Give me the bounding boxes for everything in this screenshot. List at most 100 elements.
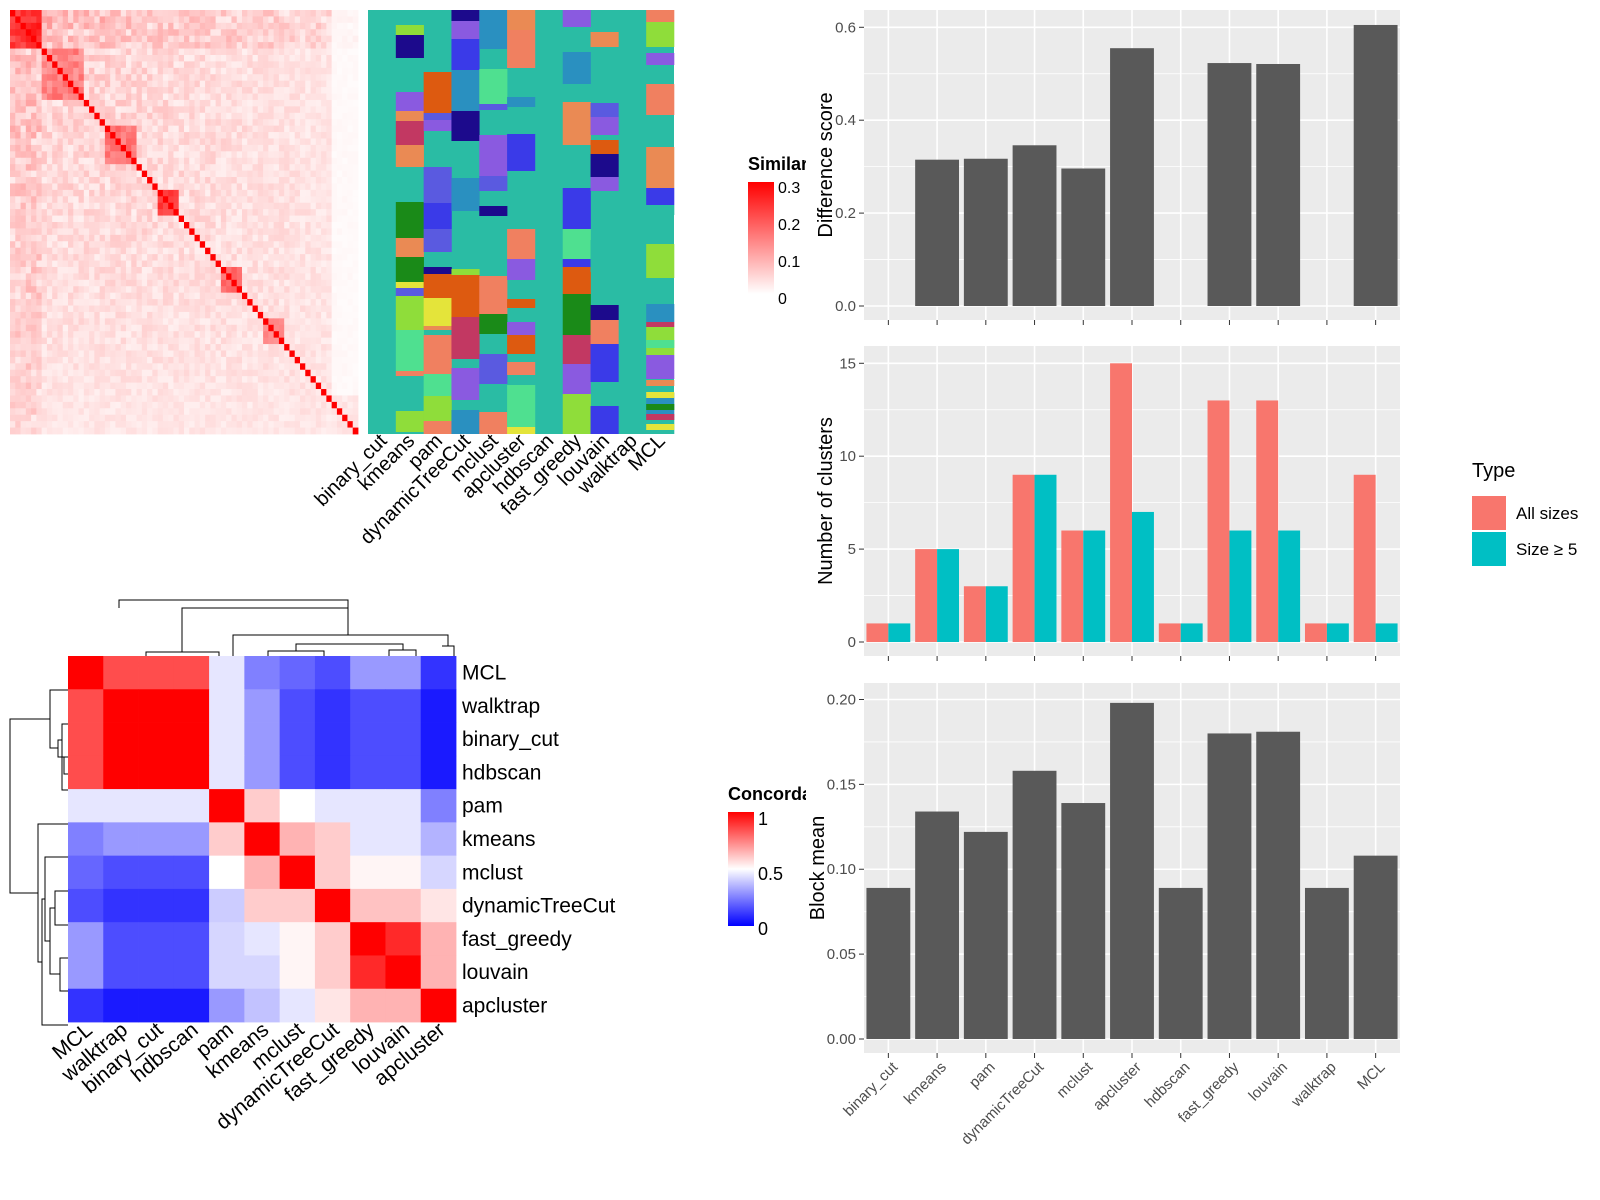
similarity-cell bbox=[131, 382, 137, 390]
similarity-cell bbox=[352, 395, 359, 403]
similarity-cell bbox=[15, 401, 21, 409]
similarity-cell bbox=[162, 80, 169, 88]
similarity-cell bbox=[294, 363, 301, 371]
similarity-cell bbox=[78, 356, 85, 364]
similarity-cell bbox=[252, 222, 259, 229]
similarity-cell bbox=[99, 299, 106, 306]
similarity-cell bbox=[157, 414, 164, 422]
similarity-cell bbox=[173, 106, 180, 114]
similarity-cell bbox=[284, 286, 290, 294]
similarity-cell bbox=[300, 369, 306, 377]
similarity-cell bbox=[273, 421, 280, 428]
similarity-cell bbox=[31, 42, 37, 49]
similarity-cell bbox=[278, 157, 285, 165]
similarity-cell bbox=[31, 247, 37, 255]
similarity-cell bbox=[83, 16, 90, 24]
similarity-cell bbox=[141, 144, 148, 152]
similarity-cell bbox=[62, 324, 69, 332]
similarity-cell bbox=[220, 318, 227, 326]
bar-size-ge-5 bbox=[1229, 530, 1252, 642]
similarity-cell bbox=[205, 157, 211, 165]
similarity-cell bbox=[331, 99, 338, 107]
similarity-cell bbox=[168, 183, 174, 191]
similarity-cell bbox=[36, 247, 43, 255]
similarity-cell bbox=[331, 414, 338, 422]
similarity-cell bbox=[236, 164, 243, 171]
similarity-cell bbox=[168, 35, 174, 43]
similarity-cell bbox=[20, 363, 27, 371]
similarity-cell bbox=[342, 382, 348, 390]
similarity-cell bbox=[141, 112, 148, 120]
similarity-cell bbox=[205, 196, 211, 204]
similarity-cell bbox=[162, 144, 169, 152]
similarity-cell bbox=[36, 324, 43, 332]
similarity-cell bbox=[189, 144, 195, 152]
concordance-tick: 0 bbox=[758, 919, 768, 939]
similarity-cell bbox=[126, 177, 132, 184]
similarity-cell bbox=[220, 209, 227, 216]
similarity-cell bbox=[46, 234, 53, 242]
similarity-cell bbox=[94, 401, 101, 409]
similarity-cell bbox=[352, 292, 359, 300]
cluster-segment bbox=[562, 294, 591, 335]
similarity-cell bbox=[131, 119, 137, 127]
similarity-cell bbox=[94, 299, 101, 306]
similarity-cell bbox=[342, 151, 348, 159]
similarity-cell bbox=[104, 408, 111, 416]
similarity-cell bbox=[126, 164, 132, 171]
similarity-cell bbox=[331, 279, 338, 287]
similarity-cell bbox=[41, 324, 48, 332]
similarity-cell bbox=[10, 157, 16, 165]
similarity-cell bbox=[147, 125, 153, 133]
similarity-cell bbox=[152, 408, 159, 416]
similarity-cell bbox=[173, 331, 180, 339]
similarity-cell bbox=[110, 350, 116, 358]
similarity-cell bbox=[25, 395, 32, 403]
similarity-cell bbox=[89, 48, 95, 56]
similarity-cell bbox=[310, 279, 317, 287]
similarity-cell bbox=[284, 311, 290, 319]
similarity-cell bbox=[231, 22, 238, 30]
similarity-cell bbox=[94, 10, 101, 17]
similarity-cell bbox=[189, 74, 195, 82]
similarity-cell bbox=[347, 35, 354, 43]
concordance-cell bbox=[138, 722, 175, 757]
similarity-cell bbox=[347, 29, 354, 37]
similarity-cell bbox=[178, 234, 185, 242]
similarity-cell bbox=[220, 170, 227, 178]
similarity-cell bbox=[205, 363, 211, 371]
similarity-cell bbox=[162, 202, 169, 210]
similarity-cell bbox=[331, 234, 338, 242]
similarity-cell bbox=[310, 189, 317, 197]
similarity-cell bbox=[236, 401, 243, 409]
cluster-segment bbox=[479, 206, 508, 216]
similarity-cell bbox=[252, 382, 259, 390]
similarity-cell bbox=[294, 254, 301, 261]
similarity-cell bbox=[57, 241, 64, 249]
similarity-cell bbox=[352, 305, 359, 313]
similarity-cell bbox=[52, 106, 58, 114]
similarity-cell bbox=[289, 356, 296, 364]
concordance-cell bbox=[173, 689, 210, 723]
similarity-cell bbox=[157, 337, 164, 345]
similarity-cell bbox=[268, 10, 275, 17]
similarity-cell bbox=[10, 112, 16, 120]
similarity-cell bbox=[242, 16, 248, 24]
similarity-cell bbox=[152, 80, 159, 88]
similarity-cell bbox=[73, 42, 79, 49]
similarity-cell bbox=[331, 247, 338, 255]
similarity-cell bbox=[136, 80, 143, 88]
similarity-cell bbox=[83, 408, 90, 416]
similarity-cell bbox=[41, 35, 48, 43]
similarity-cell bbox=[205, 202, 211, 210]
similarity-cell bbox=[189, 106, 195, 114]
similarity-cell bbox=[126, 151, 132, 159]
similarity-cell bbox=[94, 209, 101, 216]
similarity-cell bbox=[78, 183, 85, 191]
similarity-cell bbox=[205, 350, 211, 358]
cluster-segment bbox=[479, 314, 508, 334]
similarity-cell bbox=[152, 157, 159, 165]
similarity-cell bbox=[57, 222, 64, 229]
similarity-cell bbox=[336, 157, 343, 165]
similarity-cell bbox=[162, 16, 169, 24]
